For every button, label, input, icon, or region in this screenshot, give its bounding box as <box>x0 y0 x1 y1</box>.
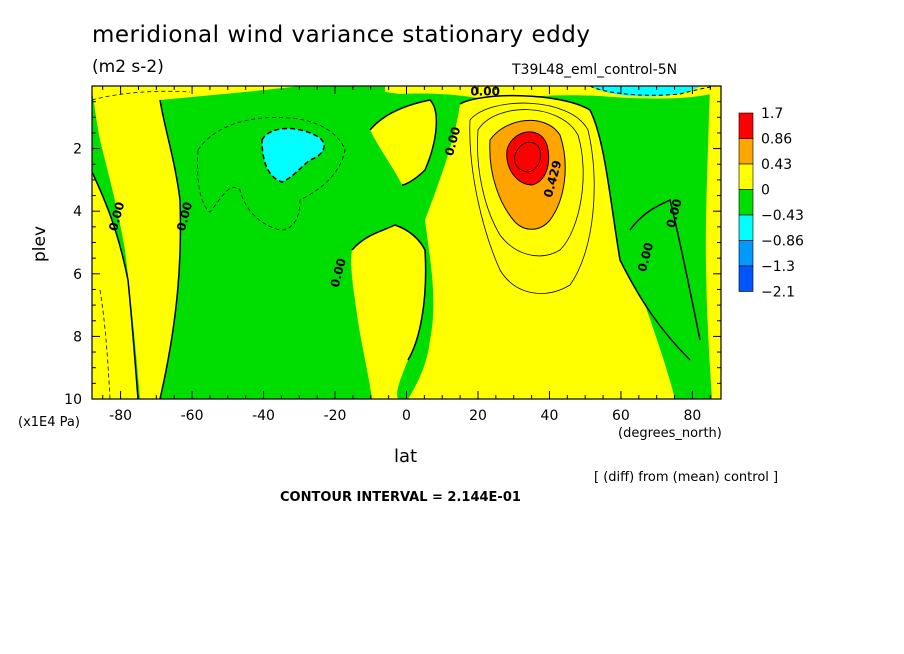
colorbar-label: 1.7 <box>761 106 783 122</box>
x-tick-label: -20 <box>324 408 347 424</box>
colorbar-label: 0.86 <box>761 132 792 148</box>
y-tick-label: 4 <box>73 204 82 220</box>
x-tick-label: 20 <box>469 408 487 424</box>
colorbar-legend: 1.7 0.86 0.43 0 −0.43 −0.86 −1.3 −2.1 <box>738 106 804 301</box>
fill-yellow-far-left <box>92 172 138 399</box>
colorbar-label: −0.43 <box>761 208 804 224</box>
x-axis-units: (degrees_north) <box>618 426 722 441</box>
y-tick-label: 6 <box>73 267 82 283</box>
contour-fills <box>92 86 721 399</box>
fill-yellow-center-low <box>351 225 426 399</box>
run-label: T39L48_eml_control-5N <box>512 62 678 78</box>
fill-cyan-top <box>590 86 700 97</box>
colorbar-swatch <box>738 265 754 292</box>
colorbar-label: −1.3 <box>761 259 795 275</box>
x-tick-label: -40 <box>252 408 275 424</box>
x-axis-label: lat <box>394 446 418 467</box>
contour-label: 0.00 <box>470 84 500 98</box>
x-tick-label: 0 <box>402 408 411 424</box>
colorbar-label: 0.43 <box>761 157 792 173</box>
x-tick-label: 40 <box>541 408 559 424</box>
fill-cyan-minimum <box>262 128 325 182</box>
colorbar-swatch <box>738 112 754 139</box>
chart-title: meridional wind variance stationary eddy <box>92 22 591 48</box>
fill-red-maximum <box>506 131 549 185</box>
colorbar-swatch <box>738 240 754 267</box>
colorbar-swatch <box>738 189 754 216</box>
contour-interval: CONTOUR INTERVAL = 2.144E-01 <box>280 490 521 505</box>
contour-lines <box>92 86 716 399</box>
y-tick-label: 10 <box>64 392 82 408</box>
difference-note: [ (diff) from (mean) control ] <box>594 470 779 485</box>
x-tick-label: 60 <box>612 408 630 424</box>
colorbar-label: −0.86 <box>761 234 804 250</box>
fill-yellow-left <box>92 86 300 399</box>
fill-yellow-center-top <box>370 100 437 185</box>
y-tick-label: 8 <box>73 329 82 345</box>
x-tick-label: 80 <box>683 408 701 424</box>
fill-green-right-wedge <box>629 200 710 399</box>
x-tick-label: -60 <box>181 408 204 424</box>
colorbar-swatch <box>738 138 754 165</box>
colorbar-label: 0 <box>761 183 770 199</box>
colorbar-swatch <box>738 163 754 190</box>
colorbar-label: −2.1 <box>761 285 795 301</box>
colorbar-swatch <box>738 214 754 241</box>
x-tick-label: -80 <box>109 408 132 424</box>
chart-units: (m2 s-2) <box>92 57 164 77</box>
fill-yellow-right <box>408 95 708 399</box>
y-tick-label: 2 <box>73 142 82 158</box>
axes: -80 -60 -40 -20 0 20 40 60 80 2 4 6 8 10 <box>64 86 721 424</box>
y-axis-units: (x1E4 Pa) <box>18 415 80 430</box>
